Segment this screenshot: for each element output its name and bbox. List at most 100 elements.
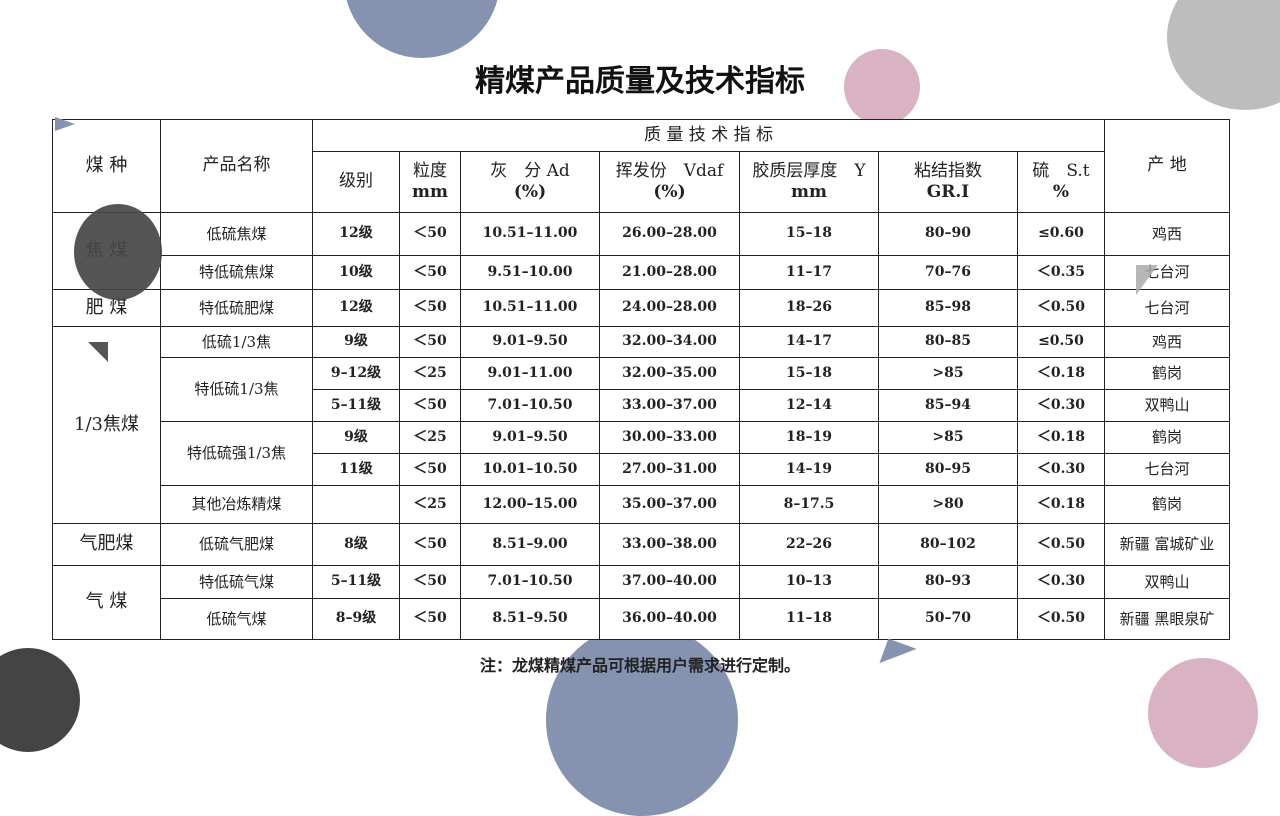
value-cell: 35.00–37.00	[599, 485, 740, 524]
value-cell: 9.01–9.50	[460, 421, 600, 454]
value-cell: ＜0.18	[1017, 421, 1105, 454]
value-cell: 70–76	[878, 255, 1018, 290]
value-cell: ≤0.60	[1017, 212, 1105, 256]
header-line1: 灰 分 Ad	[490, 160, 570, 181]
decor-circle-pink	[844, 49, 920, 125]
value-cell: 15–18	[739, 357, 879, 390]
value-cell: 36.00–40.00	[599, 598, 740, 640]
product-name-cell: 特低硫1/3焦	[160, 357, 313, 422]
table-row: 气肥煤 低硫气肥煤 8级 ＜50 8.51–9.00 33.00–38.00 22–26 80…	[52, 523, 1230, 566]
header-product-name: 产品名称	[160, 119, 313, 213]
value-cell	[312, 485, 400, 524]
table-row: 特低硫强1/3焦 9级 ＜25 9.01–9.50 30.00–33.00 18–19 >8…	[53, 421, 1230, 486]
value-cell: >85	[878, 421, 1018, 454]
origin-cell: 七台河	[1104, 255, 1230, 290]
value-cell: ＜50	[399, 598, 461, 640]
value-cell: >85	[878, 357, 1018, 390]
value-cell: 10.01–10.50	[460, 453, 600, 486]
table-row: 肥 煤特低硫肥煤 12级 ＜50 10.51–11.00 24.00–28.00 18–2…	[52, 289, 1230, 327]
quality-table: 煤 种产品名称质 量 技 术 指 标产 地级别 粒度 mm 灰 分 Ad (%) 挥发份 …	[52, 119, 1230, 640]
value-cell: ＜25	[399, 485, 461, 524]
decor-circle-blue-top	[344, 0, 500, 58]
header-line2: %	[1052, 182, 1070, 202]
value-cell: ＜0.18	[1017, 485, 1105, 524]
value-cell: 18–26	[739, 289, 879, 327]
header-line1: 级别	[339, 171, 373, 192]
value-cell: 11–18	[739, 598, 879, 640]
value-cell: 18–19	[739, 421, 879, 454]
coal-type-cell: 气肥煤	[52, 523, 161, 566]
table-row: 焦 煤低硫焦煤12级＜5010.51–11.0026.00–28.0015–18…	[52, 212, 1230, 290]
value-cell: 9级	[312, 326, 400, 358]
table-row: 1/3焦煤 低硫1/3焦 9级 ＜50 9.01–9.50 32.00–34.00 14–1…	[52, 326, 1230, 524]
value-cell: 32.00–34.00	[599, 326, 740, 358]
value-cell: 22–26	[739, 523, 879, 566]
header-coal-type: 煤 种	[52, 119, 161, 213]
value-cell: >80	[878, 485, 1018, 524]
table-row: 气 煤特低硫气煤 5–11级 ＜50 7.01–10.50 37.00–40.00 10–…	[52, 565, 1230, 640]
product-name-cell: 低硫气肥煤	[160, 523, 313, 566]
value-cell: 8.51–9.00	[460, 523, 600, 566]
value-cell: 33.00–37.00	[599, 389, 740, 422]
header-line1: 硫 S.t	[1032, 160, 1090, 181]
value-cell: 10–13	[739, 565, 879, 599]
table-row: 低硫气煤 8–9级 ＜50 8.51–9.50 36.00–40.00 11–18 50–7…	[53, 598, 1230, 640]
value-cell: ＜0.30	[1017, 453, 1105, 486]
product-name-cell: 低硫气煤	[160, 598, 313, 640]
value-cell: 9.01–9.50	[460, 326, 600, 358]
origin-cell: 双鸭山	[1104, 565, 1230, 599]
value-cell: 5–11级	[312, 565, 400, 599]
product-name-cell: 低硫1/3焦	[160, 326, 313, 358]
origin-cell: 鹤岗	[1104, 485, 1230, 524]
table-row: 特低硫焦煤 10级 ＜50 9.51–10.00 21.00–28.00 11–17 70–…	[53, 255, 1230, 290]
decor-triangle-gray	[1136, 265, 1158, 295]
value-cell: 9.51–10.00	[460, 255, 600, 290]
table-row: 11级 ＜50 10.01–10.50 27.00–31.00 14–19 80–95 ＜0…	[53, 453, 1230, 486]
product-name-cell: 特低硫气煤	[160, 565, 313, 599]
value-cell: 5–11级	[312, 389, 400, 422]
value-cell: 27.00–31.00	[599, 453, 740, 486]
value-cell: ＜50	[399, 453, 461, 486]
value-cell: 80–102	[878, 523, 1018, 566]
value-cell: ＜0.50	[1017, 523, 1105, 566]
value-cell: 10.51–11.00	[460, 289, 600, 327]
value-cell: ＜0.30	[1017, 565, 1105, 599]
value-cell: 26.00–28.00	[599, 212, 740, 256]
value-cell: 33.00–38.00	[599, 523, 740, 566]
value-cell: ＜50	[399, 255, 461, 290]
origin-cell: 新疆 黑眼泉矿	[1104, 598, 1230, 640]
origin-cell: 新疆 富城矿业	[1104, 523, 1230, 566]
decor-circle-dark-overlay	[74, 204, 162, 300]
header-quality-indicators: 质 量 技 术 指 标	[312, 119, 1105, 152]
header-line2: (%)	[653, 182, 686, 202]
value-cell: 9.01–11.00	[460, 357, 600, 390]
value-cell: 12级	[312, 212, 400, 256]
value-cell: ＜0.50	[1017, 289, 1105, 327]
value-cell: ＜50	[399, 389, 461, 422]
value-cell: 24.00–28.00	[599, 289, 740, 327]
value-cell: 30.00–33.00	[599, 421, 740, 454]
value-cell: 8–17.5	[739, 485, 879, 524]
value-cell: 80–95	[878, 453, 1018, 486]
value-cell: 7.01–10.50	[460, 389, 600, 422]
value-cell: 80–93	[878, 565, 1018, 599]
coal-type-cell: 气 煤	[52, 565, 161, 640]
value-cell: 7.01–10.50	[460, 565, 600, 599]
value-cell: ≤0.50	[1017, 326, 1105, 358]
product-name-cell: 特低硫强1/3焦	[160, 421, 313, 486]
value-cell: 11级	[312, 453, 400, 486]
product-name-cell: 低硫焦煤	[160, 212, 313, 256]
value-cell: 15–18	[739, 212, 879, 256]
header-line1: 挥发份 Vdaf	[615, 160, 724, 181]
page-title: 精煤产品质量及技术指标	[475, 64, 805, 99]
origin-cell: 鸡西	[1104, 326, 1230, 358]
header-line2: GR.I	[926, 182, 970, 202]
value-cell: 12.00–15.00	[460, 485, 600, 524]
value-cell: 37.00–40.00	[599, 565, 740, 599]
value-cell: 80–85	[878, 326, 1018, 358]
value-cell: ＜50	[399, 289, 461, 327]
value-cell: 14–19	[739, 453, 879, 486]
origin-cell: 鸡西	[1104, 212, 1230, 256]
header-column: 灰 分 Ad (%)	[460, 151, 600, 213]
header-column: 硫 S.t%	[1017, 151, 1105, 213]
